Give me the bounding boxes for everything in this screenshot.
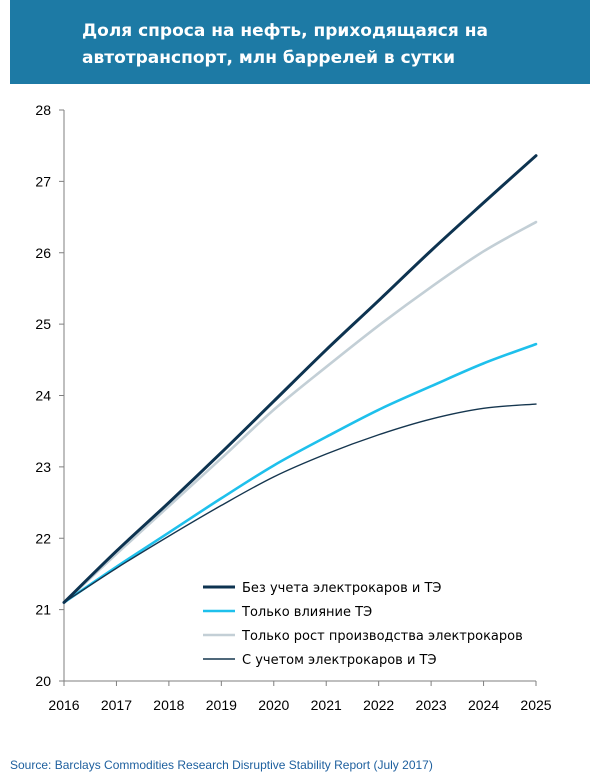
x-tick-label: 2022 xyxy=(363,697,394,713)
y-tick-label: 21 xyxy=(35,602,51,618)
x-tick-label: 2019 xyxy=(206,697,237,713)
legend-label-1: Без учета электрокаров и ТЭ xyxy=(242,581,442,596)
legend-label-2: Только влияние ТЭ xyxy=(241,605,372,620)
y-tick-label: 23 xyxy=(35,459,51,475)
chart-series xyxy=(62,154,538,604)
source-note: Source: Barclays Commodities Research Di… xyxy=(10,758,433,772)
series-line-4 xyxy=(63,403,537,604)
chart-title: Доля спроса на нефть, приходящаяся на ав… xyxy=(82,21,488,68)
y-tick-label: 20 xyxy=(35,673,51,689)
x-tick-label: 2016 xyxy=(48,697,79,713)
y-tick-label: 28 xyxy=(35,102,51,118)
series-line-2 xyxy=(62,342,538,604)
x-tick-label: 2020 xyxy=(258,697,289,713)
series-line-3 xyxy=(62,220,538,604)
chart-legend: Без учета электрокаров и ТЭ Только влияни… xyxy=(203,581,523,668)
x-tick-label: 2023 xyxy=(416,697,447,713)
legend-label-4: С учетом электрокаров и ТЭ xyxy=(242,653,437,668)
y-tick-label: 22 xyxy=(35,530,51,546)
y-tick-label: 26 xyxy=(35,245,51,261)
x-tick-label: 2024 xyxy=(468,697,499,713)
title-banner xyxy=(10,0,590,84)
x-tick-label: 2025 xyxy=(520,697,551,713)
x-tick-label: 2017 xyxy=(101,697,132,713)
y-tick-label: 24 xyxy=(35,388,51,404)
x-tick-label: 2021 xyxy=(311,697,342,713)
y-tick-label: 27 xyxy=(35,173,51,189)
x-tick-label: 2018 xyxy=(153,697,184,713)
legend-label-3: Только рост производства электрокаров xyxy=(241,629,523,644)
y-tick-label: 25 xyxy=(35,316,51,332)
series-line-1 xyxy=(62,154,538,604)
